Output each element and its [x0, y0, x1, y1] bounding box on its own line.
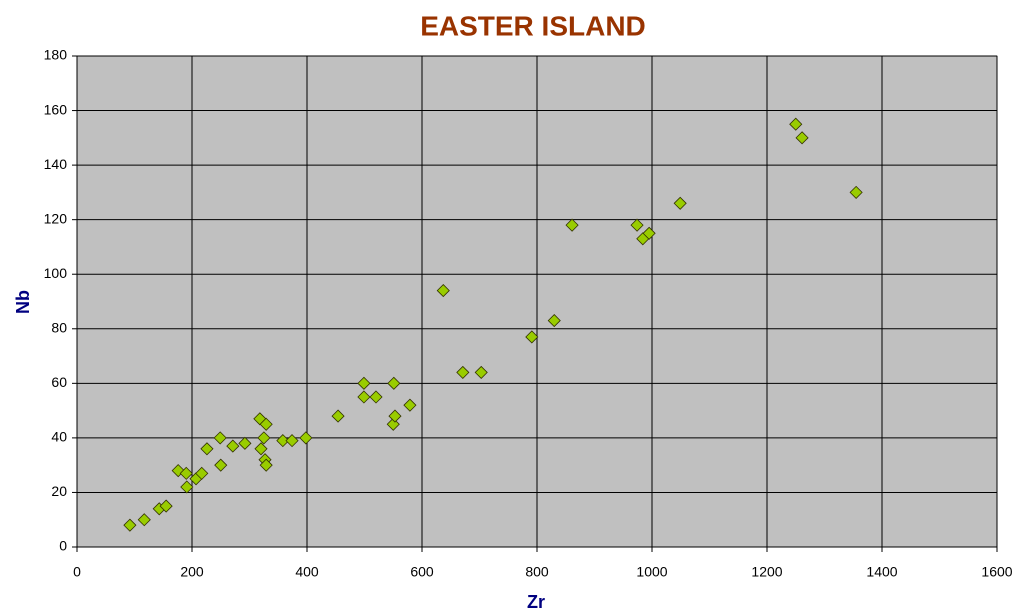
x-tick-label: 1200: [751, 564, 782, 580]
data-point: [436, 284, 450, 298]
data-point: [789, 117, 803, 131]
x-tick-label: 400: [295, 564, 319, 580]
data-point: [795, 131, 809, 145]
data-point: [195, 466, 209, 480]
data-point: [159, 499, 173, 513]
x-tick-label: 1000: [636, 564, 667, 580]
y-axis-label: Nb: [13, 290, 33, 314]
x-tick-label: 800: [525, 564, 549, 580]
y-tick-label: 140: [44, 156, 68, 172]
data-point: [180, 480, 194, 494]
y-tick-label: 180: [44, 47, 68, 63]
y-tick-label: 40: [51, 429, 67, 445]
data-point: [238, 436, 252, 450]
data-point: [257, 431, 271, 445]
data-point: [456, 365, 470, 379]
data-point: [123, 518, 137, 532]
data-point: [259, 417, 273, 431]
y-tick-label: 80: [51, 319, 67, 335]
data-point: [357, 390, 371, 404]
x-tick-label: 0: [73, 564, 81, 580]
y-tick-label: 0: [59, 538, 67, 554]
chart-title: EASTER ISLAND: [420, 10, 646, 41]
data-point: [403, 398, 417, 412]
data-point: [474, 365, 488, 379]
x-tick-label: 1400: [866, 564, 897, 580]
y-tick-label: 100: [44, 265, 68, 281]
x-tick-label: 200: [180, 564, 204, 580]
y-tick-label: 160: [44, 101, 68, 117]
y-tick-label: 20: [51, 483, 67, 499]
data-point: [214, 458, 228, 472]
data-point: [200, 442, 214, 456]
data-point: [285, 434, 299, 448]
data-point: [357, 376, 371, 390]
data-point: [565, 218, 579, 232]
y-tick-label: 120: [44, 210, 68, 226]
data-point: [387, 376, 401, 390]
data-point: [226, 439, 240, 453]
data-point: [259, 458, 273, 472]
data-point: [849, 185, 863, 199]
y-tick-label: 60: [51, 374, 67, 390]
data-point: [299, 431, 313, 445]
data-point: [525, 330, 539, 344]
data-point: [369, 390, 383, 404]
data-point: [388, 409, 402, 423]
x-axis-label: Zr: [527, 592, 545, 612]
data-point: [254, 442, 268, 456]
data-point: [630, 218, 644, 232]
data-point: [213, 431, 227, 445]
data-point: [331, 409, 345, 423]
data-point: [673, 196, 687, 210]
x-tick-label: 1600: [981, 564, 1012, 580]
data-point: [137, 513, 151, 527]
data-point: [179, 466, 193, 480]
data-point: [547, 314, 561, 328]
data-point: [276, 434, 290, 448]
x-tick-label: 600: [410, 564, 434, 580]
data-point: [642, 226, 656, 240]
